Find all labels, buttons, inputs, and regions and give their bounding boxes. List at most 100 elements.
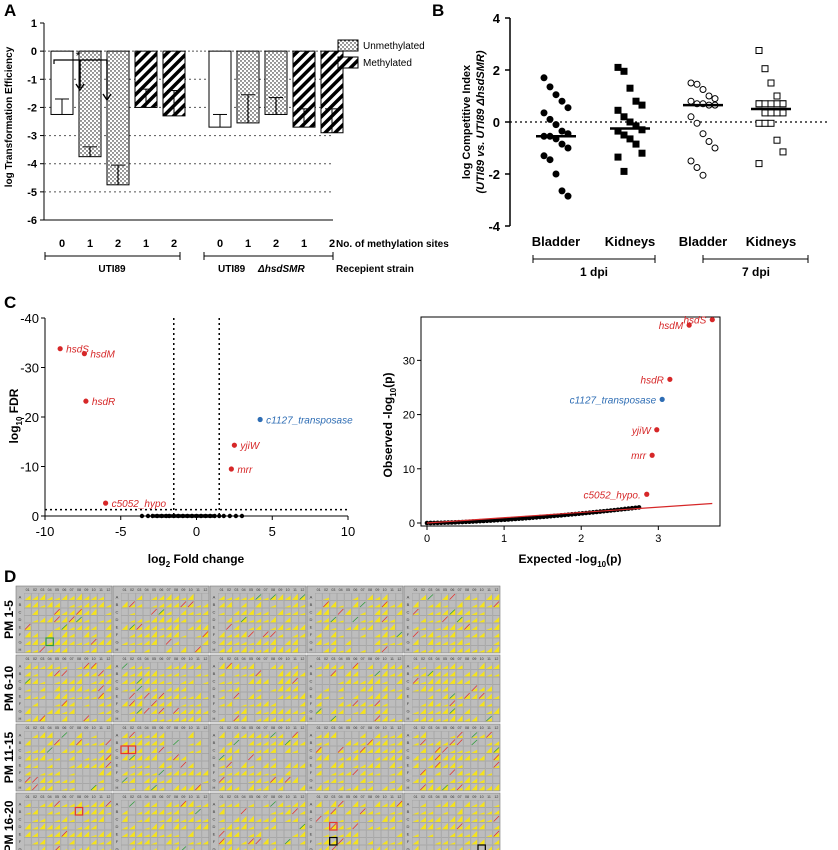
pm-col-label: 07: [458, 588, 462, 592]
pm-well: [388, 776, 396, 784]
pm-well: [46, 746, 54, 754]
pm-growth-curve: [195, 612, 201, 615]
pm-curve-red: [456, 739, 463, 746]
pm-curve-red: [493, 815, 500, 822]
pm-well: [143, 731, 151, 739]
pm-growth-curve: [83, 742, 90, 746]
pm-well: [329, 761, 337, 769]
pm-well: [322, 753, 330, 761]
pm-well: [97, 669, 105, 677]
pm-growth-curve: [121, 624, 128, 630]
pm-curve-red: [55, 845, 60, 850]
pm-col-label: 09: [278, 726, 282, 730]
pm-well: [315, 615, 323, 623]
pm-well: [456, 684, 464, 692]
pm-well: [419, 830, 427, 838]
pm-col-label: 03: [137, 726, 141, 730]
pm-well: [322, 662, 330, 670]
pm-well: [388, 699, 396, 707]
pm-well: [232, 731, 240, 739]
pm-growth-curve: [442, 763, 448, 768]
pm-well: [104, 600, 112, 608]
pm-well: [135, 677, 143, 685]
pm-well: [24, 600, 32, 608]
pm-col-label: 05: [443, 726, 447, 730]
pm-well: [53, 800, 61, 808]
pm-well: [298, 623, 306, 631]
pm-well: [463, 699, 471, 707]
pm-growth-curve: [187, 664, 194, 669]
pm-well: [276, 623, 284, 631]
pm-growth-curve: [46, 824, 53, 830]
pm-well: [284, 800, 292, 808]
pm-well: [291, 662, 299, 670]
pm-curve-red: [493, 830, 500, 837]
pm-curve-red: [442, 616, 448, 623]
pm-row-letter: G: [406, 639, 409, 644]
pm-well: [322, 800, 330, 808]
pm-growth-curve: [83, 831, 90, 837]
pm-growth-curve: [493, 664, 500, 669]
pm-growth-curve: [381, 815, 388, 822]
pm-well: [46, 677, 54, 685]
pm-growth-curve: [412, 664, 419, 669]
pm-growth-curve: [420, 649, 426, 653]
pm-well: [448, 738, 456, 746]
pm-growth-curve: [24, 640, 31, 645]
pm-curve-red: [195, 784, 201, 791]
pm-well: [97, 593, 105, 601]
pm-well: [284, 807, 292, 815]
pm-col-label: 11: [293, 657, 297, 661]
pm-growth-curve: [105, 831, 112, 837]
pm-growth-curve: [284, 808, 291, 815]
pm-growth-curve: [292, 593, 298, 600]
pm-well: [121, 669, 129, 677]
pm-growth-curve: [486, 746, 492, 753]
pm-growth-curve: [486, 703, 492, 707]
data-point: [705, 138, 713, 145]
pm-well: [478, 615, 486, 623]
pm-well: [240, 753, 248, 761]
pm-well: [395, 738, 403, 746]
pm-well: [276, 692, 284, 700]
pm-row-letter: A: [116, 732, 119, 737]
pm-growth-curve: [412, 819, 419, 822]
pm-row-letter: E: [407, 762, 410, 767]
pm-growth-curve: [381, 748, 388, 753]
pm-well: [337, 699, 345, 707]
pm-well: [90, 707, 98, 715]
pm-growth-curve: [24, 803, 31, 807]
pm-well: [322, 768, 330, 776]
pm-growth-curve: [129, 716, 135, 722]
pm-col-label: 07: [167, 588, 171, 592]
pm-growth-curve: [284, 595, 291, 600]
pm-growth-curve: [381, 642, 388, 645]
pm-well: [38, 761, 46, 769]
pm-growth-curve: [248, 693, 254, 699]
pm-well: [225, 830, 233, 838]
pm-well: [232, 807, 240, 815]
pm-curve-red: [412, 631, 419, 638]
pm-well: [337, 815, 345, 823]
pm-row-letter: C: [310, 747, 313, 752]
pm-well: [218, 768, 226, 776]
pm-well: [344, 615, 352, 623]
pm-col-label: 03: [137, 588, 141, 592]
pm-well: [485, 623, 493, 631]
pm-growth-curve: [158, 680, 165, 684]
pm-growth-curve: [412, 734, 419, 738]
pm-curve-red: [39, 646, 46, 653]
pm-growth-curve: [218, 662, 225, 669]
pm-row-letter: C: [310, 816, 313, 821]
pm-well: [157, 684, 165, 692]
pm-well: [68, 815, 76, 823]
pm-col-label: 09: [375, 795, 379, 799]
pm-row-letter: G: [115, 708, 118, 713]
pm-well: [298, 822, 306, 830]
pm-col-label: 07: [70, 588, 74, 592]
pm-well: [485, 768, 493, 776]
pm-well: [68, 830, 76, 838]
pm-well: [492, 800, 500, 808]
pm-growth-curve: [173, 822, 179, 830]
